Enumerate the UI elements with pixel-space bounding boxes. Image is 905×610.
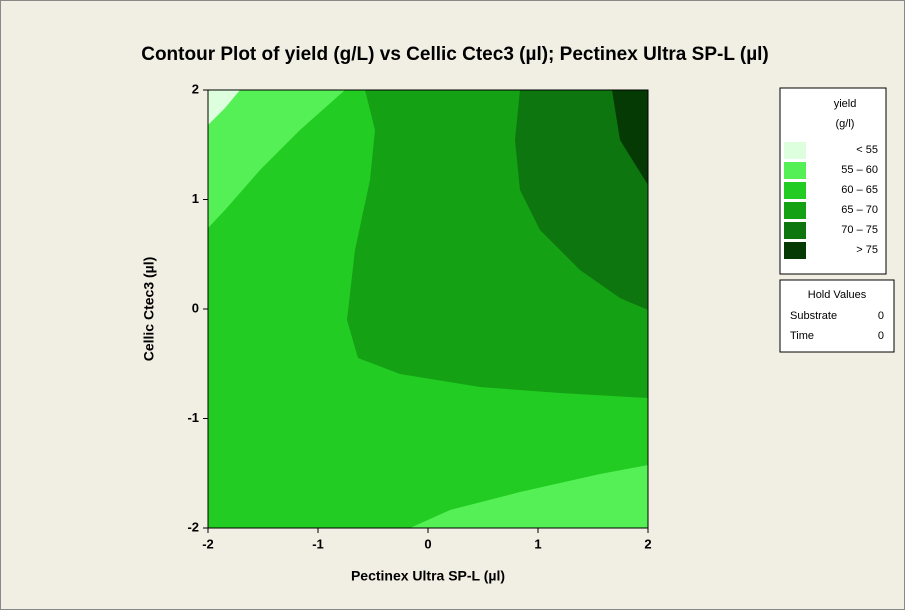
contour-region [612,90,648,185]
y-tick-label: 0 [192,300,199,315]
chart-title: Contour Plot of yield (g/L) vs Cellic Ct… [141,44,769,65]
legend-title: yield [834,98,857,110]
y-tick-label: 1 [192,191,199,206]
legend-swatch [784,142,806,159]
y-axis-label: Cellic Ctec3 (µl) [141,257,157,362]
legend-swatch [784,182,806,199]
hold-values-title: Hold Values [808,289,867,301]
contour-region [208,90,240,125]
x-tick-label: -1 [312,536,324,551]
y-tick-label: -1 [187,410,199,425]
y-tick-label: 2 [192,81,199,96]
legend-swatch [784,242,806,259]
contour-region [208,90,345,228]
contour-region [410,465,648,528]
hold-value-name: Substrate [790,310,837,322]
hold-value-name: Time [790,330,814,342]
legend-swatch [784,222,806,239]
legend-label: > 75 [856,244,878,256]
legend-label: 70 – 75 [841,224,878,236]
legend-swatch [784,202,806,219]
hold-value: 0 [878,330,884,342]
legend-label: 55 – 60 [841,164,878,176]
y-tick-label: -2 [187,519,199,534]
x-tick-label: -2 [202,536,214,551]
hold-values-box [779,279,895,353]
legend-label: < 55 [856,144,878,156]
legend-label: 65 – 70 [841,204,878,216]
x-axis-label: Pectinex Ultra SP-L (µl) [351,568,505,584]
legend-title: (g/l) [836,118,855,130]
legend-swatch [784,162,806,179]
x-tick-label: 0 [424,536,431,551]
x-tick-label: 2 [644,536,651,551]
x-tick-label: 1 [534,536,541,551]
contour-region [515,90,648,310]
hold-value: 0 [878,310,884,322]
legend-label: 60 – 65 [841,184,878,196]
